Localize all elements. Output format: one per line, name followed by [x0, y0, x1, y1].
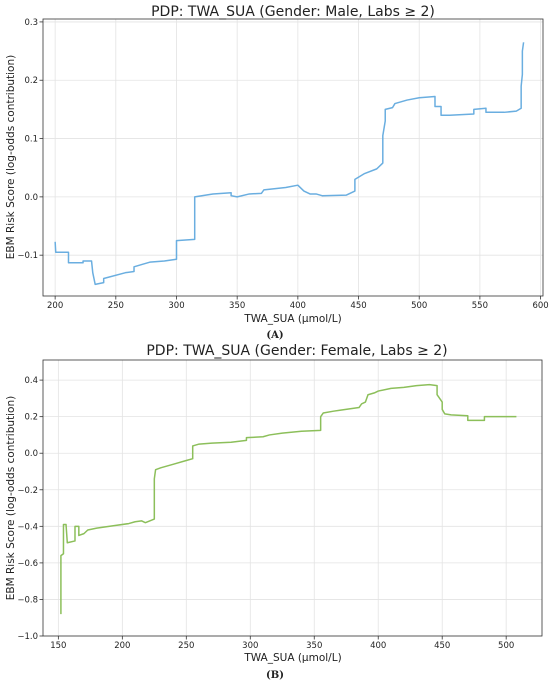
x-tick-label: 150: [50, 641, 66, 651]
panel-label: (A): [266, 330, 283, 341]
y-tick-label: 0.1: [24, 135, 38, 145]
chart-male: PDP: TWA_SUA (Gender: Male, Labs ≥ 2) 20…: [5, 4, 549, 341]
x-ticks: 150 200 250 300 350 400 450 500: [50, 636, 514, 651]
y-tick-label: −1.0: [17, 632, 38, 642]
y-tick-label: 0.3: [24, 18, 38, 28]
y-axis-label: EBM Risk Score (log-odds contribution): [5, 55, 17, 259]
grid: [43, 19, 543, 296]
x-tick-label: 350: [306, 641, 322, 651]
y-tick-label: 0.0: [24, 449, 38, 459]
x-tick-label: 250: [178, 641, 194, 651]
grid: [43, 360, 542, 637]
x-tick-label: 200: [114, 641, 130, 651]
y-tick-label: 0.2: [24, 76, 38, 86]
x-tick-label: 500: [498, 641, 514, 651]
panel-label: (B): [266, 670, 284, 681]
y-tick-label: 0.2: [24, 413, 38, 423]
y-tick-label: 0.4: [24, 376, 38, 386]
x-tick-label: 550: [472, 301, 488, 311]
y-tick-label: −0.6: [17, 559, 38, 569]
x-tick-label: 450: [350, 301, 366, 311]
y-tick-label: −0.8: [17, 595, 38, 605]
x-tick-label: 200: [47, 301, 63, 311]
y-tick-label: −0.2: [17, 486, 38, 496]
series-line: [54, 42, 525, 286]
y-tick-label: −0.4: [17, 522, 38, 532]
x-tick-label: 600: [532, 301, 548, 311]
x-tick-label: 250: [108, 301, 124, 311]
x-tick-label: 300: [168, 301, 184, 311]
x-tick-label: 300: [242, 641, 258, 651]
x-tick-label: 350: [229, 301, 245, 311]
plot-frame: [42, 18, 544, 297]
x-tick-label: 400: [370, 641, 386, 651]
x-tick-label: 450: [434, 641, 450, 651]
y-ticks: −0.1 0.0 0.1 0.2 0.3: [17, 18, 43, 261]
chart-title: PDP: TWA_SUA (Gender: Male, Labs ≥ 2): [151, 4, 435, 20]
y-tick-label: −0.1: [17, 251, 38, 261]
y-ticks: −1.0 −0.8 −0.6 −0.4 −0.2 0.0 0.2 0.4: [17, 376, 43, 642]
series-line: [60, 383, 517, 615]
x-axis-label: TWA_SUA (μmol/L): [243, 652, 341, 664]
x-tick-label: 400: [290, 301, 306, 311]
y-axis-label: EBM Risk Score (log-odds contribution): [5, 396, 17, 600]
x-ticks: 200 250 300 350 400 450 500 550 600: [47, 296, 549, 311]
x-tick-label: 500: [411, 301, 427, 311]
y-tick-label: 0.0: [24, 193, 38, 203]
plot-frame: [42, 359, 543, 637]
chart-title: PDP: TWA_SUA (Gender: Female, Labs ≥ 2): [146, 343, 447, 359]
x-axis-label: TWA_SUA (μmol/L): [243, 313, 341, 325]
chart-female: PDP: TWA_SUA (Gender: Female, Labs ≥ 2) …: [5, 343, 543, 681]
